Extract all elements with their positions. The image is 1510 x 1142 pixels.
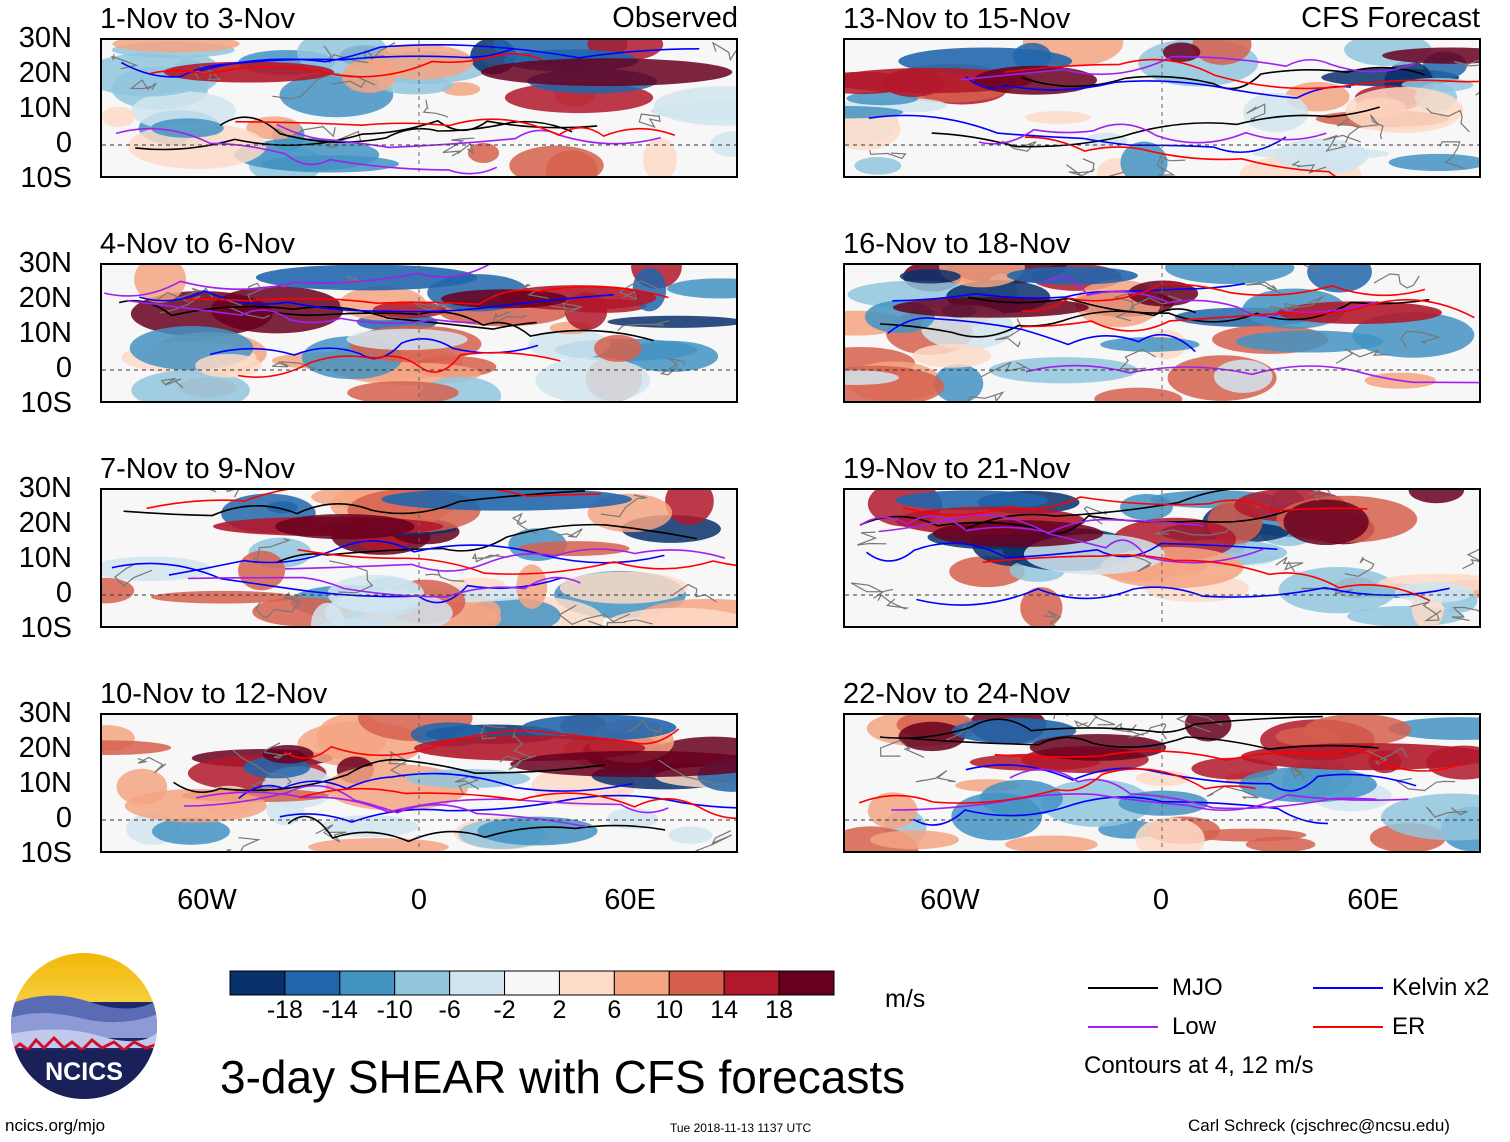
panel-title-left-1: 1-Nov to 3-Nov [100,3,296,35]
main-title: 3-day SHEAR with CFS forecasts [220,1051,906,1103]
lat-label: 20N [18,732,72,764]
legend-mjo-label: MJO [1172,974,1223,1001]
lat-label: 30N [18,22,72,54]
panel-title-left-3: 7-Nov to 9-Nov [100,453,296,485]
lon-label-left-60w: 60W [177,884,237,916]
colorbar-swatch [778,970,835,996]
colorbar-tick-label: 14 [710,996,739,1024]
colorbar-swatch [723,970,780,996]
logo-text: NCICS [45,1058,123,1086]
map-panel-right-3 [843,488,1481,628]
map-panel-left-4 [100,713,738,853]
map-panel-right-1 [843,38,1481,178]
colorbar-tick-label: -6 [438,996,461,1024]
colorbar-swatch [229,970,286,996]
colorbar-swatch [558,970,615,996]
lon-label-left-0: 0 [410,884,428,916]
lat-label: 10S [20,612,72,644]
colorbar-swatch [394,970,451,996]
map-panel-right-4 [843,713,1481,853]
lat-label: 10N [18,317,72,349]
map-panel-right-2 [843,263,1481,403]
lat-label: 30N [18,697,72,729]
lat-label: 10N [18,542,72,574]
colorbar-tick-label: -14 [321,996,358,1024]
colorbar-tick-label: 18 [765,996,793,1024]
colorbar-tick-label: -10 [376,996,413,1024]
legend-mjo-line [1088,987,1158,989]
lon-label-right-60e: 60E [1347,884,1399,916]
lat-label: 30N [18,472,72,504]
forecast-label: CFS Forecast [1301,2,1480,34]
legend-er-line [1313,1026,1383,1028]
colorbar-tick-label: 10 [655,996,684,1024]
ncics-logo: NCICS [10,952,158,1100]
panel-title-right-2: 16-Nov to 18-Nov [843,228,1071,260]
lat-label: 10S [20,162,72,194]
legend-kelvin-line [1313,987,1383,989]
lat-label: 20N [18,57,72,89]
panel-title-right-1: 13-Nov to 15-Nov [843,3,1071,35]
lat-label: 10N [18,767,72,799]
colorbar-units: m/s [885,985,926,1013]
lat-label: 30N [18,247,72,279]
legend-low-label: Low [1172,1013,1217,1040]
legend-low-line [1088,1026,1158,1028]
lat-label: 20N [18,507,72,539]
panel-title-right-3: 19-Nov to 21-Nov [843,453,1071,485]
colorbar [229,970,835,1003]
lat-label: 0 [55,127,72,159]
colorbar-tick-label: -18 [266,996,303,1024]
observed-label: Observed [612,2,738,34]
footer-timestamp: Tue 2018-11-13 1137 UTC [670,1121,812,1135]
colorbar-swatch [613,970,670,996]
lon-label-right-60w: 60W [920,884,980,916]
lon-label-right-0: 0 [1152,884,1170,916]
colorbar-tick-label: -2 [493,996,516,1024]
colorbar-swatch [504,970,560,996]
colorbar-swatch [339,970,396,996]
colorbar-tick-label: 6 [607,996,622,1024]
contours-note: Contours at 4, 12 m/s [1084,1052,1314,1079]
panel-title-right-4: 22-Nov to 24-Nov [843,678,1071,710]
map-panel-left-3 [100,488,738,628]
colorbar-tick-label: 2 [552,996,567,1024]
map-panel-left-2 [100,263,738,403]
lat-label: 10N [18,92,72,124]
colorbar-swatch [449,970,506,996]
lat-label: 0 [55,802,72,834]
lat-label: 10S [20,387,72,419]
lat-label: 20N [18,282,72,314]
lon-label-left-60e: 60E [604,884,656,916]
panel-title-left-2: 4-Nov to 6-Nov [100,228,296,260]
lat-label: 0 [55,352,72,384]
legend-er-label: ER [1392,1013,1426,1040]
lat-label: 0 [55,577,72,609]
panel-title-left-4: 10-Nov to 12-Nov [100,678,328,710]
legend-kelvin-label: Kelvin x2 [1392,974,1490,1001]
footer-author: Carl Schreck (cjschrec@ncsu.edu) [1188,1116,1450,1135]
footer-url: ncics.org/mjo [5,1116,106,1135]
lat-label: 10S [20,837,72,869]
colorbar-swatch [668,970,725,996]
map-panel-left-1 [100,38,738,178]
colorbar-swatch [284,970,341,996]
